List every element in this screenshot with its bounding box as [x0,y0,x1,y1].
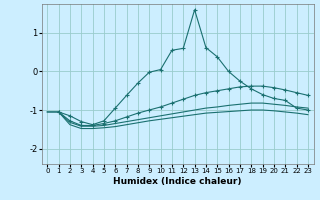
X-axis label: Humidex (Indice chaleur): Humidex (Indice chaleur) [113,177,242,186]
